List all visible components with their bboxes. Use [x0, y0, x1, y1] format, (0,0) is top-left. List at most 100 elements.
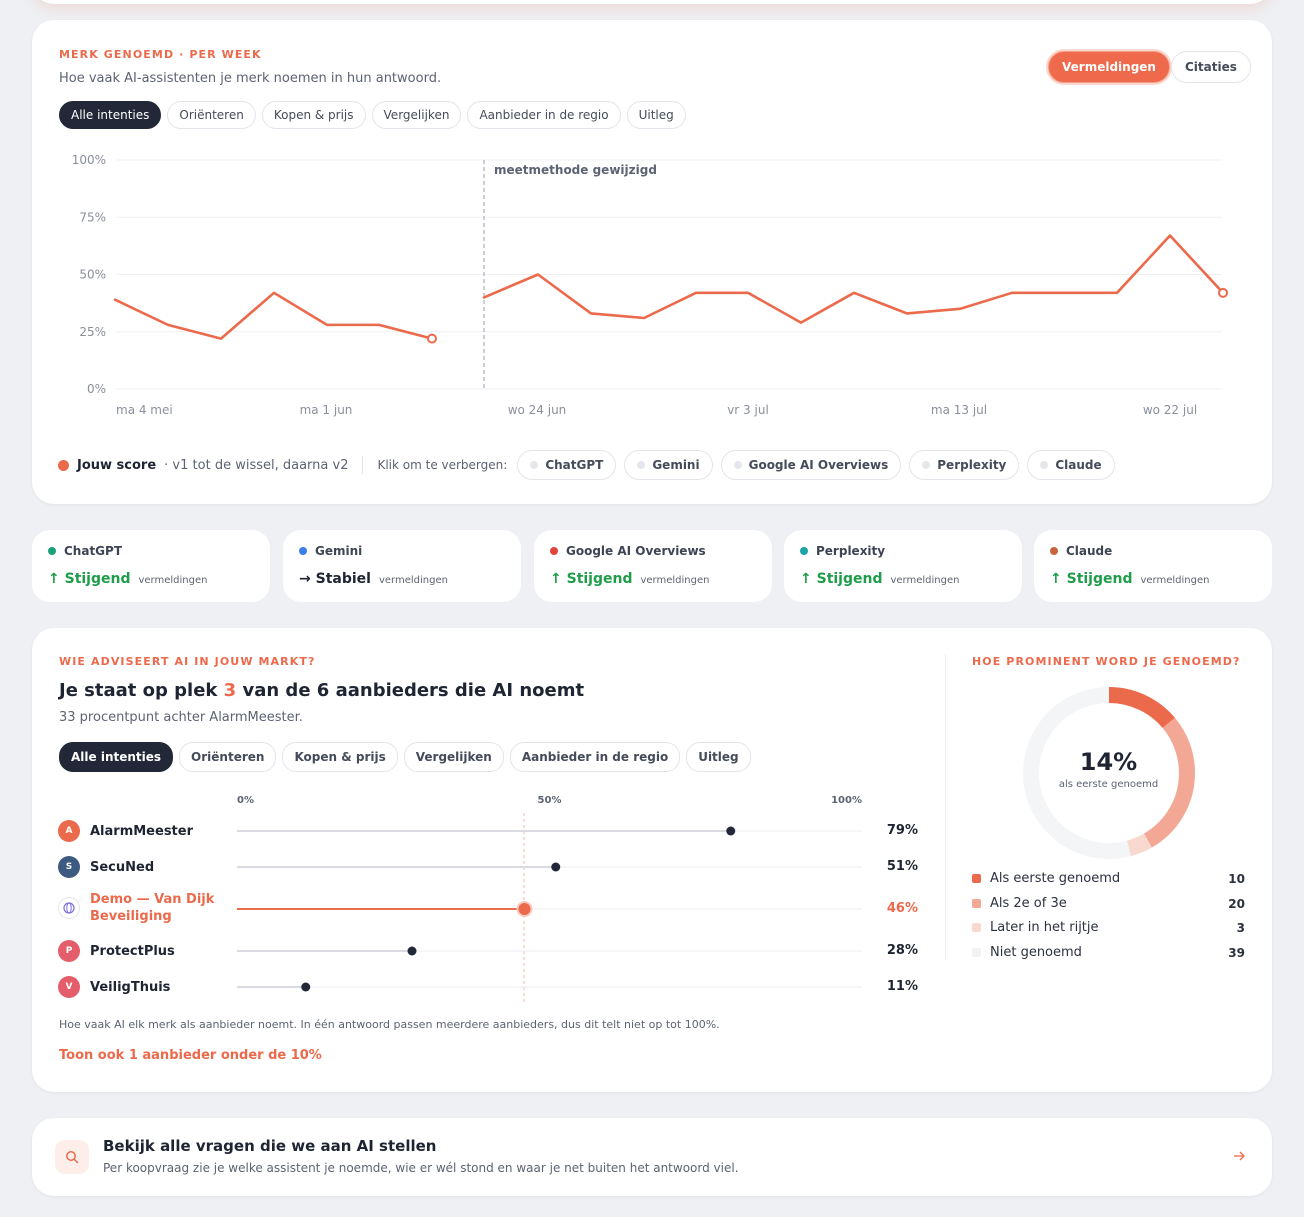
legend-divider [362, 456, 364, 474]
legend-pill-gemini[interactable]: Gemini [624, 450, 713, 480]
legend-value: 20 [1228, 896, 1245, 911]
legend-swatch [972, 874, 981, 883]
donut-segment [1023, 687, 1195, 859]
card-eyebrow: MERK GENOEMD · PER WEEK [59, 48, 262, 61]
assistant-name: ChatGPT [64, 544, 123, 558]
market-eyebrow: WIE ADVISEERT AI IN JOUW MARKT? [59, 655, 316, 668]
trend-metric: vermeldingen [640, 575, 710, 586]
provider-name-me: Demo — Van Dijk Beveiliging [90, 892, 215, 924]
legend-dot [922, 461, 931, 469]
provider-dot-me [518, 903, 531, 915]
filter-compare[interactable]: Vergelijken [371, 101, 462, 129]
toggle-citations[interactable]: Citaties [1171, 51, 1251, 83]
legend-swatch [972, 948, 981, 957]
legend-pill-google-ai-overviews[interactable]: Google AI Overviews [720, 450, 902, 480]
search-icon [55, 1140, 89, 1174]
filter-explain[interactable]: Uitleg [626, 101, 686, 129]
all-questions-card[interactable]: Bekijk alle vragen die we aan AI stellen… [32, 1118, 1272, 1196]
provider-name: SecuNed [90, 859, 155, 875]
previous-card-edge [32, 0, 1272, 4]
provider-name: ProtectPlus [90, 943, 175, 959]
filter-orient[interactable]: Oriënteren [167, 101, 256, 129]
assistant-dot [550, 547, 558, 555]
provider-row-alarmmeester: A AlarmMeester [58, 820, 193, 842]
globe-icon [58, 897, 80, 919]
provider-dot-chart: 0% 50% 100% [237, 795, 862, 1003]
legend-label: Als eerste genoemd [990, 871, 1121, 886]
filter-buy-price[interactable]: Kopen & prijs [261, 101, 366, 129]
provider-row-veiligthuis: V VeiligThuis [58, 976, 170, 998]
trend-status: ↑ Stijgend [550, 571, 633, 587]
market-filter-buy-price[interactable]: Kopen & prijs [282, 742, 398, 772]
method-change-annotation: meetmethode gewijzigd [494, 163, 657, 177]
market-footnote: Hoe vaak AI elk merk als aanbieder noemt… [59, 1018, 720, 1031]
provider-pct: 28% [886, 943, 918, 958]
legend-pill-claude[interactable]: Claude [1027, 450, 1115, 480]
tile-google-ai-overviews[interactable]: Google AI Overviews ↑ Stijgend vermelding… [534, 530, 772, 602]
trend-metric: vermeldingen [1140, 575, 1210, 586]
x-tick-label: ma 4 mei [116, 403, 173, 417]
score-line-segment [482, 234, 1225, 324]
provider-dot [726, 826, 736, 836]
market-filter-compare[interactable]: Vergelijken [403, 742, 504, 772]
assistant-dot [48, 547, 56, 555]
assistant-name: Perplexity [816, 544, 886, 558]
assistant-name: Claude [1066, 544, 1113, 558]
prominence-legend-later: Later in het rijtje 3 [972, 920, 1245, 935]
toggle-mentions[interactable]: Vermeldingen [1048, 51, 1170, 83]
legend-pill-label: Perplexity [937, 458, 1007, 472]
legend-pill-label: Gemini [652, 458, 700, 472]
legend-score-label: Jouw score [77, 457, 157, 473]
legend-pill-label: ChatGPT [545, 458, 604, 472]
donut-center-label: als eerste genoemd [1058, 779, 1159, 790]
market-filter-tabs: Alle intenties Oriënteren Kopen & prijs … [59, 742, 751, 772]
scale-label: 50% [538, 795, 562, 806]
tile-gemini[interactable]: Gemini → Stabiel vermeldingen [283, 530, 521, 602]
scale-label: 0% [237, 795, 254, 806]
x-tick-label: wo 22 jul [1143, 403, 1197, 417]
legend-swatch [972, 899, 981, 908]
legend-dot [1040, 461, 1049, 469]
provider-name: AlarmMeester [90, 823, 193, 839]
x-tick-label: ma 13 jul [931, 403, 987, 417]
y-tick-label: 0% [87, 382, 106, 396]
legend-pill-chatgpt[interactable]: ChatGPT [517, 450, 617, 480]
mentions-line-chart: 100% 75% 50% 25% 0% ma 4 mei ma 1 jun wo 24 jun… [72, 153, 1228, 417]
market-filter-orient[interactable]: Oriënteren [179, 742, 277, 772]
tile-claude[interactable]: Claude ↑ Stijgend vermeldingen [1034, 530, 1272, 602]
scale-label: 100% [831, 795, 862, 806]
arrow-right-icon[interactable] [1232, 1148, 1246, 1167]
prominence-legend-second-third: Als 2e of 3e 20 [972, 896, 1245, 911]
market-filter-regional[interactable]: Aanbieder in de regio [509, 742, 681, 772]
score-dot [58, 459, 69, 471]
chart-legend: Jouw score · v1 tot de wissel, daarna v2… [58, 450, 1115, 480]
headline-pre: Je staat op plek [59, 680, 224, 701]
questions-subtitle: Per koopvraag zie je welke assistent je … [103, 1161, 739, 1175]
provider-avatar: V [58, 976, 80, 998]
tile-perplexity[interactable]: Perplexity ↑ Stijgend vermeldingen [784, 530, 1022, 602]
legend-pill-label: Google AI Overviews [748, 458, 889, 472]
legend-value: 10 [1228, 871, 1245, 886]
tile-chatgpt[interactable]: ChatGPT ↑ Stijgend vermeldingen [32, 530, 270, 602]
hide-prompt: Klik om te verbergen: [377, 458, 508, 472]
provider-dot [551, 862, 561, 872]
filter-all-intents[interactable]: Alle intenties [59, 101, 162, 129]
legend-pill-perplexity[interactable]: Perplexity [909, 450, 1020, 480]
market-filter-explain[interactable]: Uitleg [686, 742, 751, 772]
market-filter-all[interactable]: Alle intenties [59, 742, 174, 772]
assistant-dot [1050, 547, 1058, 555]
assistant-name: Google AI Overviews [566, 544, 706, 558]
section-divider [945, 654, 946, 960]
legend-swatch [972, 923, 981, 932]
provider-row-protectplus: P ProtectPlus [58, 940, 175, 962]
provider-avatar: P [58, 940, 80, 962]
legend-label: Als 2e of 3e [990, 896, 1067, 911]
donut-center: 14% als eerste genoemd [1037, 748, 1180, 790]
provider-row-secuned: S SecuNed [58, 856, 154, 878]
brand-mentions-card: MERK GENOEMD · PER WEEK Hoe vaak AI-assi… [32, 20, 1272, 504]
trend-status: ↑ Stijgend [800, 571, 883, 587]
score-end-point [1218, 287, 1228, 298]
show-more-providers-link[interactable]: Toon ook 1 aanbieder onder de 10% [59, 1048, 322, 1063]
market-headline: Je staat op plek 3 van de 6 aanbieders d… [59, 680, 584, 701]
filter-regional-provider[interactable]: Aanbieder in de regio [467, 101, 621, 129]
